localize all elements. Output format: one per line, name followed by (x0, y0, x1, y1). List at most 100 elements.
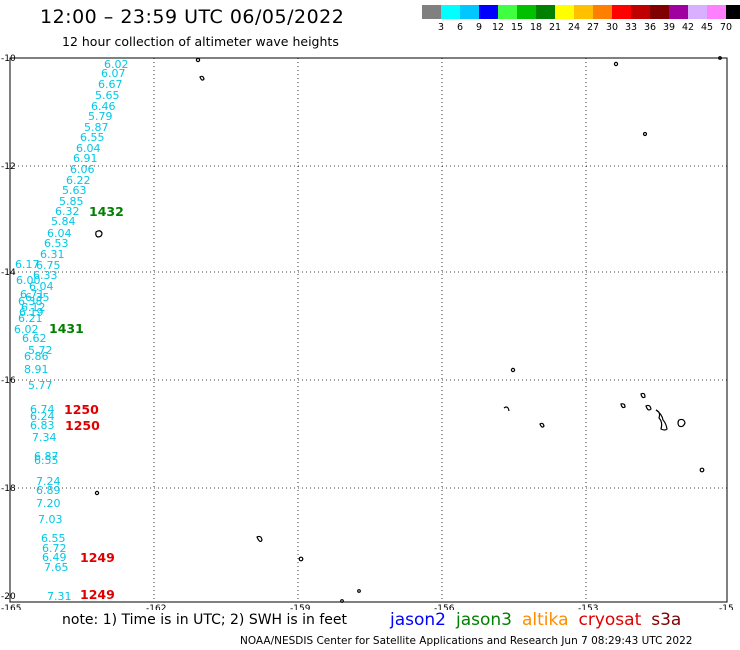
legend-swatch (688, 5, 707, 19)
island-outline (613, 61, 619, 67)
legend-swatch (650, 5, 669, 19)
x-tick-label: -162 (146, 604, 166, 610)
x-tick-label: -156 (434, 604, 455, 610)
legend-swatch (631, 5, 650, 19)
wave-height-label: 6.62 (22, 332, 47, 345)
legend-tick-label: 9 (475, 22, 483, 33)
legend-tick-label: 18 (529, 22, 543, 33)
legend-tick-label: 36 (643, 22, 657, 33)
wave-height-label: 6.38 (18, 295, 43, 308)
x-tick-label: -153 (578, 604, 598, 610)
wave-height-label: 5.85 (59, 195, 84, 208)
legend-tick-label: 27 (586, 22, 600, 33)
y-axis-tick-labels: -10 -12 -14 -16 -18 -20 (1, 54, 16, 602)
legend-tick-label: 45 (700, 22, 714, 33)
island-outlines (94, 56, 722, 603)
island-outline (510, 367, 516, 373)
wave-height-label: 6.12 (21, 301, 46, 314)
island-outline (718, 56, 722, 60)
legend-tick-label: 39 (662, 22, 676, 33)
wave-height-label: 6.32 (55, 205, 80, 218)
y-tick-label: -14 (1, 268, 16, 278)
island-outline (539, 422, 545, 428)
x-axis-tick-labels: -165 -162 -159 -156 -153 -15 (1, 604, 734, 610)
island-outline (95, 230, 103, 238)
legend-tick-label: 30 (605, 22, 619, 33)
wave-height-label: 6.04 (76, 142, 101, 155)
map-frame (9, 57, 728, 603)
pass-time-label: 1249 (80, 587, 115, 602)
wave-height-label: 7.65 (44, 561, 69, 574)
legend-swatch (536, 5, 555, 19)
wave-height-label: 6.06 (70, 163, 95, 176)
legend-tick-label: 6 (456, 22, 464, 33)
pass-time-label: 1250 (65, 418, 100, 433)
pass-time-label: 1432 (89, 204, 124, 219)
wave-height-label: 7.20 (36, 497, 61, 510)
wave-height-label: 6.67 (98, 78, 123, 91)
wave-height-label: 6.24 (30, 410, 55, 423)
island-outline (94, 490, 100, 496)
satellite-key: jason2 jason3 altika cryosat s3a (390, 610, 691, 630)
wave-height-label: 5.63 (62, 184, 87, 197)
wave-height-label: 6.22 (66, 174, 91, 187)
wave-height-label: 6.55 (41, 532, 66, 545)
legend-swatch (726, 5, 740, 19)
satellite-name-altika: altika (522, 610, 569, 630)
legend-swatch (707, 5, 726, 19)
chart-subtitle: 12 hour collection of altimeter wave hei… (62, 34, 339, 49)
y-tick-label: -18 (1, 484, 16, 494)
wave-height-label: 5.87 (84, 121, 109, 134)
island-outline (195, 57, 201, 63)
island-outline (620, 403, 626, 409)
wave-height-label: 7.24 (36, 475, 61, 488)
legend-tick-label: 70 (719, 22, 733, 33)
legend-tick-label: 33 (624, 22, 638, 33)
wave-height-label: 6.07 (101, 67, 126, 80)
island-outline (642, 131, 648, 137)
legend-swatch (422, 5, 441, 19)
wave-height-label: 5.84 (51, 215, 76, 228)
legend-swatch (460, 5, 479, 19)
wave-height-label: 6.74 (30, 403, 55, 416)
legend-tick-label: 15 (510, 22, 524, 33)
legend-swatch (498, 5, 517, 19)
wave-height-label: 6.19 (19, 306, 44, 319)
legend-swatch (517, 5, 536, 19)
legend-swatch (441, 5, 460, 19)
wave-height-label: 6.49 (42, 551, 67, 564)
wave-height-label: 6.83 (30, 419, 55, 432)
island-outline (645, 404, 652, 411)
wave-height-label: 6.87 (34, 450, 59, 463)
wave-height-label: 6.72 (42, 542, 67, 555)
y-tick-label: -20 (1, 592, 16, 602)
wave-height-label: 6.17 (15, 258, 40, 271)
wave-height-label: 7.31 (47, 590, 72, 603)
x-tick-label: -165 (1, 604, 21, 610)
wave-height-label: 6.04 (47, 227, 72, 240)
wave-height-label: 6.89 (36, 484, 61, 497)
island-outline (340, 599, 344, 603)
wave-height-label: 6.02 (104, 58, 129, 71)
chart-title: 12:00 – 23:59 UTC 06/05/2022 (40, 6, 345, 28)
legend-swatch (479, 5, 498, 19)
wave-height-label: 6.04 (29, 280, 54, 293)
wave-height-label: 5.65 (95, 89, 120, 102)
wave-height-label: 6.91 (73, 152, 98, 165)
pass-time-label: 1249 (80, 550, 115, 565)
satellite-name-cryosat: cryosat (578, 610, 642, 630)
wave-height-label: 6.00 (16, 274, 41, 287)
legend-swatch (593, 5, 612, 19)
wave-height-label: 6.46 (91, 100, 116, 113)
y-tick-label: -16 (1, 376, 16, 386)
legend-swatch (555, 5, 574, 19)
wave-height-label: 6.71 (20, 288, 45, 301)
units-note: note: 1) Time is in UTC; 2) SWH is in fe… (62, 612, 348, 628)
x-tick-label: -159 (290, 604, 311, 610)
x-tick-label: -15 (719, 604, 734, 610)
wave-height-label: 5.77 (28, 379, 53, 392)
island-outline (699, 467, 705, 473)
island-outline (357, 589, 361, 593)
legend-swatch (574, 5, 593, 19)
wave-height-label: 7.03 (38, 513, 63, 526)
